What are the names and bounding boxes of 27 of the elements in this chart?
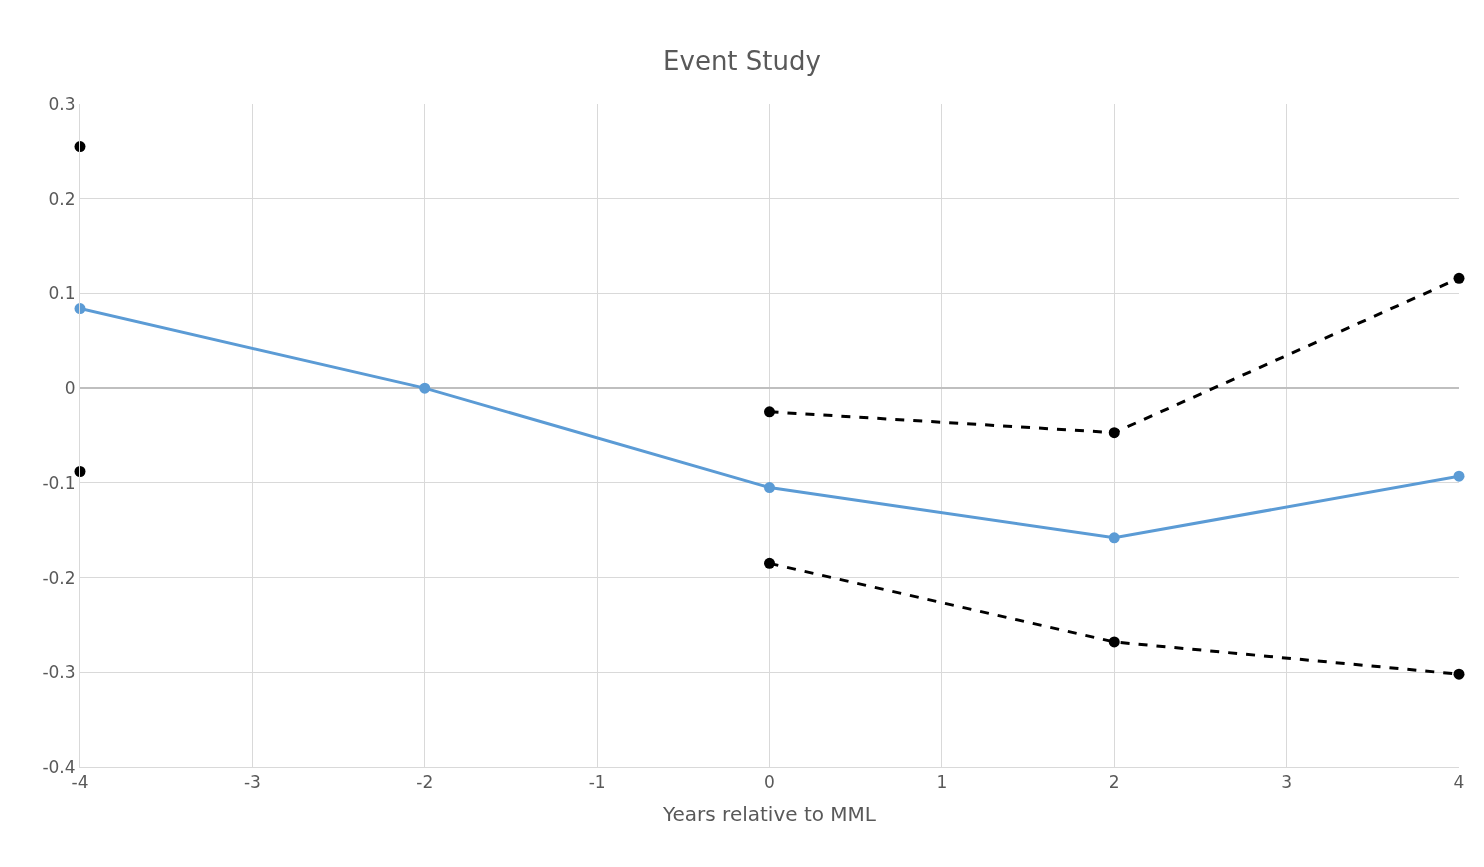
y-tick-label: -0.3 xyxy=(42,662,76,683)
x-axis-title: Years relative to MML xyxy=(661,801,877,826)
y-tick-label: 0.2 xyxy=(48,188,76,209)
y-tick-label: 0.1 xyxy=(48,283,76,304)
point xyxy=(1108,636,1120,648)
point xyxy=(764,406,775,418)
point xyxy=(764,482,775,494)
chart-title: Event Study xyxy=(663,46,821,77)
point xyxy=(419,382,431,394)
point xyxy=(1453,470,1465,482)
x-tick-label: 4 xyxy=(1453,772,1465,793)
point xyxy=(1453,668,1465,680)
point xyxy=(764,557,775,569)
x-tick-label: 1 xyxy=(936,772,948,793)
y-tick-label: -0.2 xyxy=(42,567,76,588)
x-tick-label: -2 xyxy=(416,772,434,793)
point xyxy=(1108,427,1120,439)
y-tick-label: 0.3 xyxy=(48,93,76,114)
x-tick-label: 3 xyxy=(1281,772,1293,793)
x-tick-label: 2 xyxy=(1108,772,1120,793)
x-tick-label: 0 xyxy=(764,772,775,793)
y-tick-label: 0 xyxy=(64,378,76,399)
point xyxy=(1108,532,1120,544)
x-tick-label: -1 xyxy=(588,772,606,793)
x-tick-label: -3 xyxy=(243,772,261,793)
y-tick-label: -0.1 xyxy=(42,472,76,493)
point xyxy=(1453,272,1465,284)
